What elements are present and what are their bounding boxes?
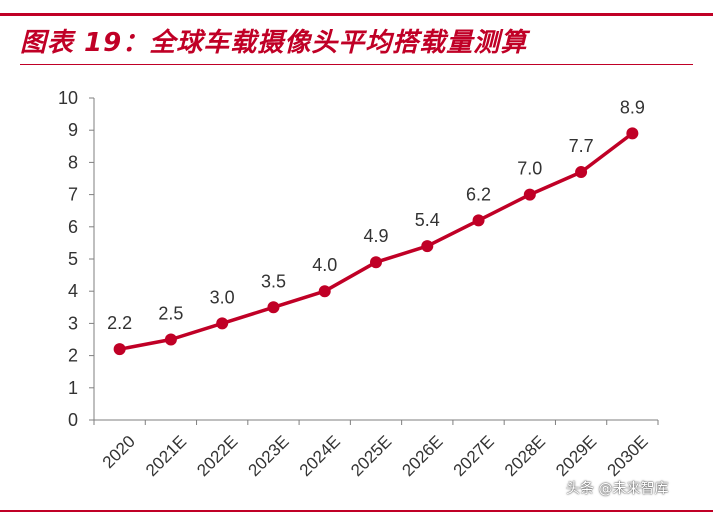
y-tick-label: 6 — [68, 217, 78, 237]
data-point — [575, 166, 588, 179]
y-axis: 0 1 2 3 4 5 6 7 8 9 10 — [58, 88, 95, 430]
data-label: 6.2 — [466, 184, 491, 204]
x-tick-label: 2020 — [99, 432, 139, 472]
data-point — [523, 188, 536, 201]
x-tick-label: 2030E — [603, 432, 651, 480]
y-tick-label: 9 — [68, 120, 78, 140]
y-tick-label: 2 — [68, 346, 78, 366]
y-tick-label: 5 — [68, 249, 78, 269]
x-tick-label: 2026E — [398, 432, 446, 480]
y-tick-label: 7 — [68, 185, 78, 205]
data-label: 3.5 — [261, 271, 286, 291]
x-tick-label: 2021E — [142, 432, 190, 480]
data-point — [370, 256, 382, 269]
y-tick-label: 10 — [58, 88, 78, 108]
data-point — [472, 214, 485, 227]
title-underline — [20, 64, 693, 65]
x-axis: 2020 2021E 2022E 2023E 2024E 2025E 2026E 2027E 2… — [93, 419, 659, 480]
data-label: 4.9 — [363, 226, 388, 246]
data-point — [216, 317, 229, 330]
data-point — [164, 333, 177, 346]
watermark: 头条 @未来智库 — [566, 481, 669, 497]
data-label: 2.2 — [107, 313, 132, 333]
y-tick-label: 8 — [68, 152, 78, 172]
series — [113, 127, 639, 356]
data-point — [421, 240, 434, 253]
y-tick-label: 4 — [68, 281, 78, 301]
data-point — [318, 285, 331, 298]
x-tick-label: 2029E — [552, 432, 600, 480]
y-tick-label: 1 — [68, 378, 78, 398]
x-tick-label: 2028E — [501, 432, 549, 480]
data-label: 5.4 — [415, 210, 440, 230]
data-point — [113, 343, 126, 356]
data-label: 3.0 — [210, 287, 235, 307]
data-label: 8.9 — [620, 97, 645, 117]
data-label: 4.0 — [312, 255, 337, 275]
data-point — [267, 301, 280, 314]
data-labels: 2.2 2.5 3.0 3.5 4.0 4.9 5.4 6.2 7.0 7.7 8.9 — [107, 97, 645, 333]
x-tick-label: 2027E — [450, 432, 498, 480]
x-tick-label: 2023E — [245, 432, 293, 480]
x-tick-label: 2025E — [347, 432, 395, 480]
data-label: 7.7 — [569, 136, 594, 156]
footer-rule — [0, 510, 713, 512]
page-title: 图表 19：全球车载摄像头平均搭载量测算 — [20, 28, 528, 58]
x-tick-label: 2024E — [296, 432, 344, 480]
header-rule — [0, 13, 713, 16]
data-label: 7.0 — [517, 159, 542, 179]
y-tick-label: 0 — [68, 410, 78, 430]
data-label: 2.5 — [158, 304, 183, 324]
y-tick-label: 3 — [68, 313, 78, 333]
data-point — [626, 127, 639, 140]
x-tick-label: 2022E — [193, 432, 241, 480]
